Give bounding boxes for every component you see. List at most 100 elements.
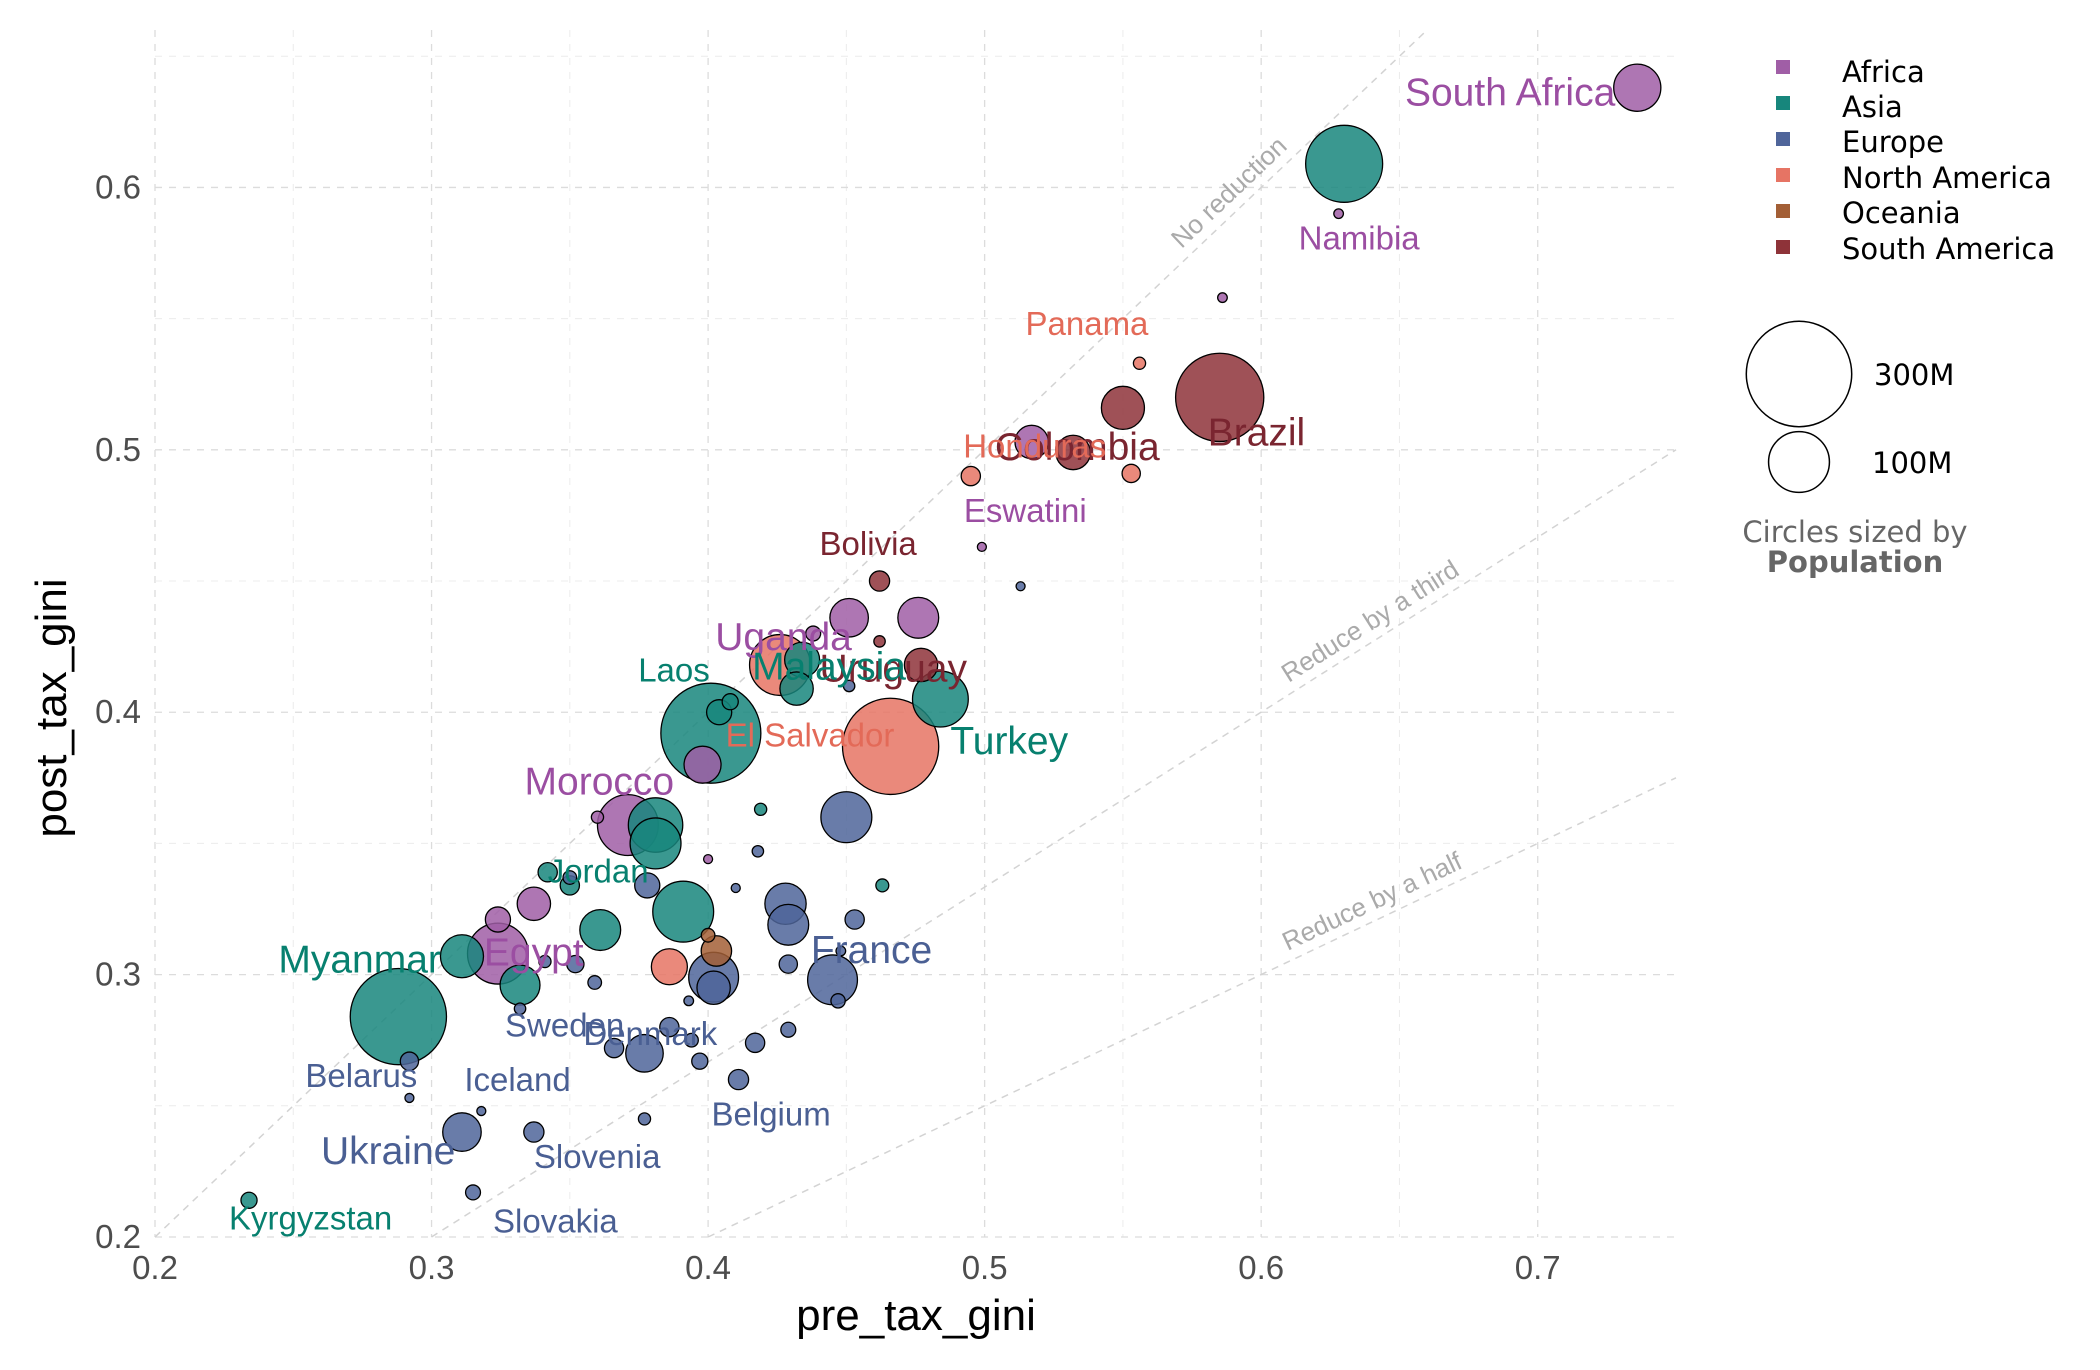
point-africa bbox=[1217, 292, 1228, 304]
point-south-america bbox=[1055, 434, 1091, 471]
point-africa bbox=[516, 886, 552, 922]
country-label-belgium: Belgium bbox=[712, 1096, 831, 1133]
country-label-france: France bbox=[811, 929, 932, 972]
point-sweden bbox=[513, 1002, 527, 1016]
y-axis-title: post_tax_gini bbox=[27, 578, 76, 837]
point-namibia bbox=[1333, 208, 1345, 220]
point-brazil bbox=[1174, 352, 1265, 443]
country-label-uganda: Uganda bbox=[715, 616, 852, 659]
country-label-bolivia: Bolivia bbox=[820, 525, 918, 562]
point-europe bbox=[637, 1112, 652, 1126]
point-uruguay bbox=[873, 635, 886, 648]
country-label-jordan: Jordan bbox=[548, 852, 649, 889]
point-asia bbox=[1305, 124, 1384, 203]
point-europe bbox=[767, 903, 810, 946]
point-europe bbox=[566, 954, 585, 974]
point-laos bbox=[721, 693, 739, 711]
point-belarus bbox=[399, 1051, 420, 1071]
country-label-kyrgyzstan: Kyrgyzstan bbox=[229, 1199, 392, 1236]
point-europe bbox=[603, 1037, 625, 1059]
point-europe bbox=[730, 882, 741, 894]
point-oceania bbox=[700, 927, 716, 943]
point-france bbox=[835, 945, 847, 957]
y-tick-label: 0.4 bbox=[95, 693, 141, 730]
country-label-namibia: Namibia bbox=[1299, 220, 1421, 257]
country-label-malaysia: Malaysia bbox=[752, 646, 906, 689]
point-denmark bbox=[659, 1016, 680, 1038]
point-north-america bbox=[960, 465, 982, 487]
y-tick-label: 0.6 bbox=[95, 168, 141, 205]
point-iceland bbox=[476, 1105, 487, 1117]
size-legend: 300M 100M Circles sized by Population bbox=[1742, 320, 1968, 579]
point-europe bbox=[1015, 581, 1026, 592]
x-tick-label: 0.2 bbox=[132, 1249, 178, 1286]
x-tick-label: 0.3 bbox=[409, 1249, 455, 1286]
legend-item-europe: Europe bbox=[1776, 125, 1944, 159]
point-jordan bbox=[537, 862, 558, 883]
point-africa bbox=[805, 625, 822, 642]
size-caption: Circles sized by bbox=[1742, 515, 1967, 549]
point-colombia bbox=[1100, 385, 1146, 431]
legend-label-north-america: North America bbox=[1842, 161, 2052, 195]
x-tick-label: 0.5 bbox=[962, 1249, 1008, 1286]
legend-item-africa: Africa bbox=[1776, 55, 1925, 89]
country-label-uruguay: Uruguay bbox=[820, 647, 968, 690]
point-europe bbox=[778, 954, 799, 974]
point-europe bbox=[538, 954, 552, 969]
point-europe bbox=[744, 1032, 766, 1054]
point-asia bbox=[439, 934, 485, 979]
legend-item-oceania: Oceania bbox=[1776, 196, 1961, 230]
country-label-south-africa: South Africa bbox=[1405, 72, 1616, 115]
country-label-belarus: Belarus bbox=[305, 1057, 417, 1094]
legend-label-south-america: South America bbox=[1842, 232, 2055, 266]
legend-swatch-north-america bbox=[1776, 168, 1790, 182]
x-tick-label: 0.7 bbox=[1515, 1249, 1561, 1286]
size-legend-circle-300m bbox=[1745, 320, 1853, 428]
point-south-america bbox=[903, 647, 939, 683]
country-label-slovakia: Slovakia bbox=[493, 1202, 618, 1239]
point-europe bbox=[562, 870, 578, 885]
point-bolivia bbox=[868, 570, 891, 592]
point-el-salvador bbox=[841, 697, 940, 796]
point-europe bbox=[691, 1052, 709, 1070]
point-eswatini bbox=[976, 541, 988, 553]
point-turkey bbox=[911, 670, 969, 728]
legend-label-oceania: Oceania bbox=[1842, 196, 1961, 230]
size-legend-label-100m: 100M bbox=[1872, 446, 1952, 480]
legend-swatch-asia bbox=[1776, 96, 1790, 110]
legend-item-asia: Asia bbox=[1776, 90, 1903, 124]
point-europe bbox=[683, 995, 695, 1007]
point-asia bbox=[652, 880, 715, 943]
reference-label-reduce-by-a-third: Reduce by a third bbox=[1276, 554, 1464, 688]
x-axis-title: pre_tax_gini bbox=[796, 1291, 1036, 1340]
country-label-colombia: Colombia bbox=[995, 426, 1160, 469]
country-label-iceland: Iceland bbox=[464, 1061, 570, 1098]
point-asia bbox=[753, 802, 768, 817]
country-label-panama: Panama bbox=[1026, 305, 1150, 342]
point-europe bbox=[634, 872, 661, 899]
point-europe bbox=[842, 679, 856, 693]
point-ukraine bbox=[442, 1112, 482, 1152]
legend-swatch-south-america bbox=[1776, 240, 1790, 254]
point-honduras bbox=[1121, 463, 1141, 484]
country-label-turkey: Turkey bbox=[950, 720, 1068, 763]
country-label-laos: Laos bbox=[638, 652, 710, 689]
point-africa bbox=[590, 810, 605, 824]
point-kyrgyzstan bbox=[240, 1191, 258, 1209]
point-europe bbox=[404, 1092, 415, 1104]
size-caption-bold: Population bbox=[1767, 545, 1943, 579]
x-tick-label: 0.6 bbox=[1238, 1249, 1284, 1286]
point-europe bbox=[820, 791, 873, 844]
size-legend-circle-100m bbox=[1767, 430, 1831, 494]
legend-swatch-europe bbox=[1776, 132, 1790, 146]
country-label-eswatini: Eswatini bbox=[964, 492, 1087, 529]
point-europe bbox=[751, 844, 765, 858]
point-europe bbox=[684, 1032, 699, 1048]
country-label-myanmar: Myanmar bbox=[278, 939, 441, 982]
y-tick-label: 0.2 bbox=[95, 1218, 141, 1255]
point-south-africa bbox=[1613, 63, 1662, 112]
country-label-denmark: Denmark bbox=[583, 1015, 717, 1052]
point-asia bbox=[875, 878, 890, 893]
